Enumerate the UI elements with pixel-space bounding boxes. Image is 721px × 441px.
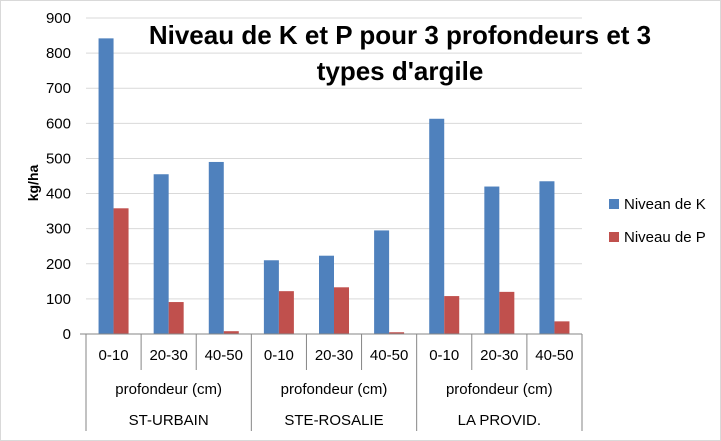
bar-k (374, 230, 390, 334)
bar-k (484, 186, 500, 334)
y-tick-label: 100 (46, 291, 71, 308)
chart-title-line1: Niveau de K et P pour 3 profondeurs et 3 (149, 20, 651, 50)
y-tick-label: 400 (46, 186, 71, 203)
y-tick-label: 0 (63, 326, 71, 343)
bar-k (539, 181, 555, 334)
bar-p (389, 332, 405, 334)
x-category-label: 0-10 (264, 347, 294, 364)
legend: Nivean de K Niveau de P (609, 196, 706, 246)
x-group-label: LA PROVID. (458, 412, 541, 429)
bar-k (98, 38, 114, 335)
legend-swatch-p (609, 232, 619, 242)
bar-p (444, 296, 460, 334)
bar-p (499, 291, 515, 334)
legend-label: Nivean de K (624, 196, 706, 213)
x-category-label: 20-30 (149, 347, 187, 364)
x-category-label: 20-30 (480, 347, 518, 364)
x-group-label: STE-ROSALIE (284, 412, 383, 429)
y-tick-label: 500 (46, 150, 71, 167)
x-category-label: 0-10 (429, 347, 459, 364)
y-axis-title: kg/ha (25, 165, 41, 202)
y-tick-label: 900 (46, 10, 71, 27)
bar-p (168, 302, 184, 334)
bar-p (554, 321, 570, 334)
bars (98, 38, 570, 335)
y-tick-labels: 0 100 200 300 400 500 600 700 800 900 (46, 10, 71, 343)
x-category-label: 40-50 (535, 347, 573, 364)
bar-k (208, 161, 224, 334)
x-group-sublabel: profondeur (cm) (281, 381, 388, 398)
x-category-label: 0-10 (99, 347, 129, 364)
x-category-label: 20-30 (315, 347, 353, 364)
y-tick-label: 200 (46, 256, 71, 273)
y-tick-label: 700 (46, 80, 71, 97)
x-category-label: 40-50 (205, 347, 243, 364)
chart-title-line2: types d'argile (317, 56, 484, 86)
y-tick-label: 300 (46, 221, 71, 238)
bar-p (334, 287, 349, 334)
bar-k (429, 118, 445, 334)
x-group-sublabel: profondeur (cm) (446, 381, 553, 398)
bar-k (153, 174, 169, 334)
x-group-sublabel: profondeur (cm) (115, 381, 222, 398)
y-tick-label: 600 (46, 115, 71, 132)
bar-p (278, 291, 294, 334)
bar-p (223, 331, 239, 334)
x-category-label: 40-50 (370, 347, 408, 364)
x-group-label: ST-URBAIN (129, 412, 209, 429)
x-axis: 0-10 20-30 40-50 0-10 20-30 40-50 0-10 20-30 40-… (80, 333, 583, 431)
y-tick-label: 800 (46, 45, 71, 62)
bar-k (263, 260, 279, 334)
bar-k (319, 255, 334, 334)
legend-swatch-k (609, 199, 619, 209)
bar-p (113, 208, 129, 334)
legend-label: Niveau de P (624, 229, 706, 246)
